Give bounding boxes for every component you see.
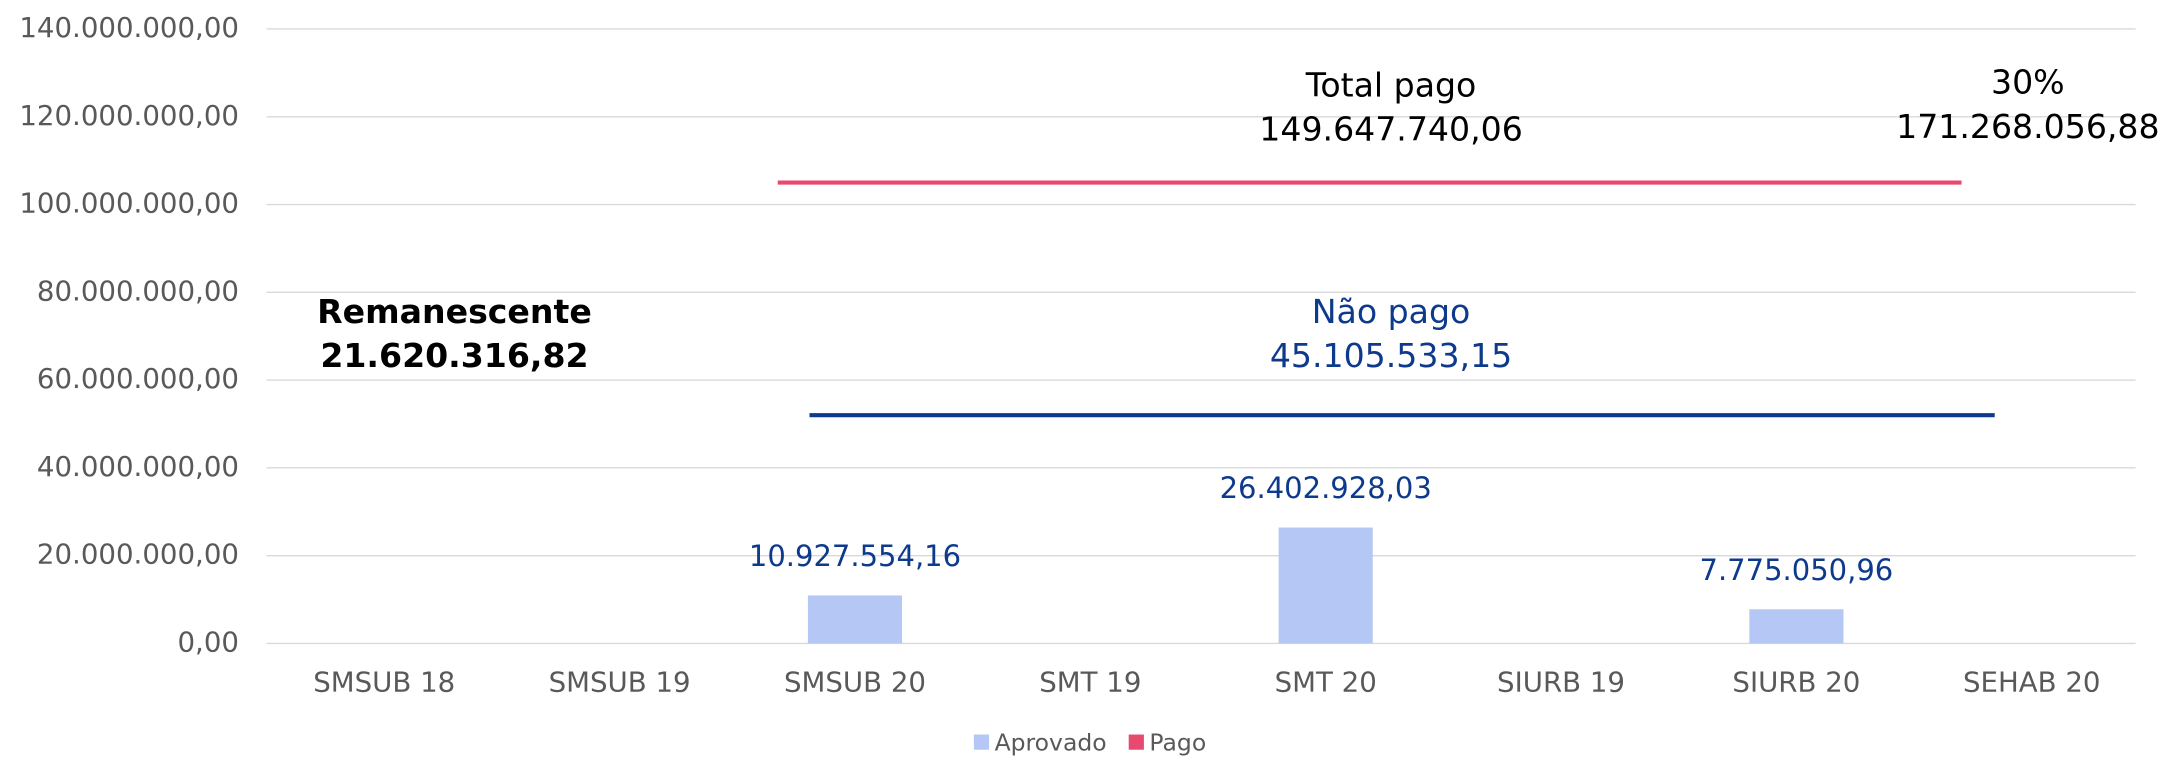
data-label: 26.402.928,03 (1220, 471, 1432, 505)
x-tick-label: SMT 19 (1039, 665, 1141, 698)
x-tick-label: SIURB 19 (1497, 665, 1625, 698)
y-tick-label: 120.000.000,00 (19, 99, 239, 132)
x-tick-label: SMSUB 19 (549, 665, 691, 698)
x-tick-label: SMSUB 18 (313, 665, 455, 698)
x-tick-label: SEHAB 20 (1963, 665, 2101, 698)
y-tick-label: 80.000.000,00 (37, 274, 239, 307)
annotation: 45.105.533,15 (1270, 336, 1512, 375)
x-tick-label: SMT 20 (1275, 665, 1377, 698)
bar (1749, 609, 1844, 644)
y-tick-label: 140.000.000,00 (19, 11, 239, 44)
y-tick-label: 20.000.000,00 (37, 538, 239, 571)
y-tick-label: 0,00 (177, 625, 238, 658)
annotation: 30% (1991, 63, 2065, 102)
annotation: Não pago (1312, 292, 1471, 331)
data-label: 7.775.050,96 (1700, 553, 1894, 587)
annotation: Total pago (1305, 65, 1477, 104)
bar (1278, 527, 1373, 644)
y-tick-label: 40.000.000,00 (37, 450, 239, 483)
x-tick-label: SMSUB 20 (784, 665, 926, 698)
y-tick-label: 60.000.000,00 (37, 362, 239, 395)
y-tick-label: 100.000.000,00 (19, 187, 239, 220)
annotation: 21.620.316,82 (320, 336, 588, 375)
legend-label: Pago (1149, 729, 1206, 757)
data-label: 10.927.554,16 (749, 539, 961, 573)
annotation: 171.268.056,88 (1896, 107, 2159, 146)
legend-label: Aprovado (995, 729, 1107, 757)
bar (807, 595, 903, 644)
x-tick-label: SIURB 20 (1732, 665, 1860, 698)
annotation: 149.647.740,06 (1259, 110, 1522, 149)
legend-swatch (973, 734, 990, 750)
annotation: Remanescente (317, 292, 592, 331)
legend-swatch (1128, 734, 1144, 750)
